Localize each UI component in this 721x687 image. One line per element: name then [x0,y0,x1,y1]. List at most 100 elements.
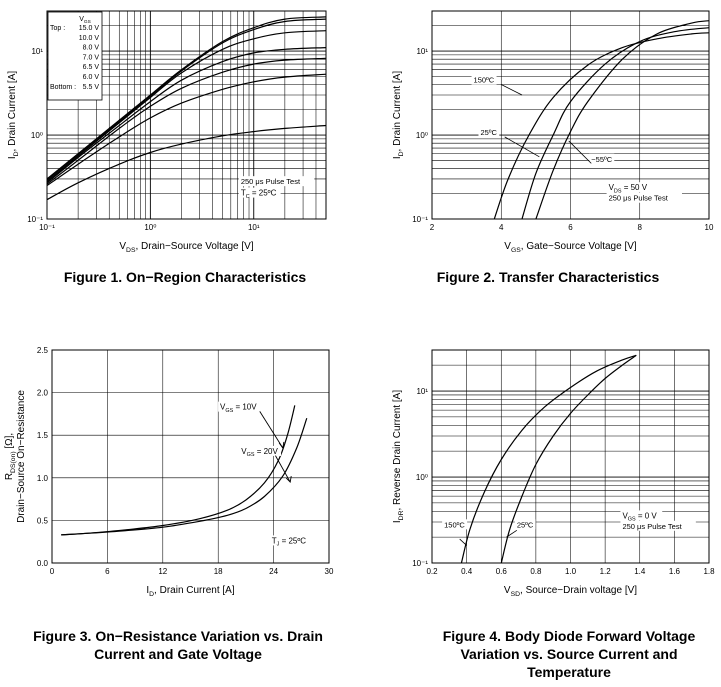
fig2-annotation-bg [606,182,653,193]
fig2-ytick-label: 10⁰ [416,131,428,140]
fig4-annotation-bg [620,510,663,521]
fig4-xtick-label: 0.2 [426,567,438,576]
fig2-ytick-label: 10¹ [416,47,428,56]
fig1-series-4 [47,57,326,185]
fig2-annotation-4: 250 μs Pulse Test [609,194,669,203]
fig2-caption: Figure 2. Transfer Characteristics [436,269,660,285]
fig1-annotations: 250 μs Pulse Test TC = 25ºC [238,176,315,200]
fig3-ytick-label: 1.0 [37,474,49,483]
fig1-annotation-0: 250 μs Pulse Test [241,177,301,186]
fig2-annotation-bg [606,192,682,203]
fig1-legend-bottom-label: Bottom : [50,84,76,91]
fig2-annotation-bg [589,153,615,164]
fig4-series-0 [460,354,637,563]
fig4-xtick-label: 1.4 [634,567,646,576]
fig1-legend: VGS Top : Bottom : 15.0 V 10.0 V 8.0 V 7.0 V 6.… [47,11,103,101]
fig1-xtick-label: 10⁰ [144,223,156,232]
fig1-series-3 [47,47,326,184]
fig2-annotation-0: 150ºC [474,76,495,85]
fig3-annotation-bg [218,401,260,412]
fig4-annotation-bg [620,520,696,531]
fig1-ytick-label: 10⁰ [31,131,43,140]
fig3-xlabel: ID, Drain Current [A] [146,585,235,598]
fig1-legend-box [47,11,103,101]
fig4-ytick-label: 10⁰ [416,473,428,482]
fig2-callout-150c [501,84,523,96]
fig4-xtick-label: 0.6 [496,567,508,576]
fig3-callout-arrows [259,411,292,483]
fig3-annotation-bg [269,535,312,546]
fig2-callout-arrows [501,84,592,164]
fig2-xtick-label: 6 [568,223,573,232]
fig4-callout-25c [506,529,518,538]
fig4-ylabel: IDR, Reverse Drain Current [A] [392,390,405,523]
fig3-ytick-label: 2.0 [37,389,49,398]
fig4-xtick-label: 1.6 [669,567,681,576]
fig1-xtick-label: 10⁻¹ [39,223,55,232]
fig2-plot-frame [431,10,710,220]
fig4-annotation-1: 25ºC [517,520,534,529]
fig1-legend-item: 7.0 V [83,54,100,61]
fig4-ytick-label: 10⁻¹ [412,559,428,568]
fig3-annotation-bg [239,445,282,456]
fig3-chart: 0 6 12 18 24 30 0.0 0.5 1.0 1.5 2.0 2.5 ID, Drain Cu… [4,346,334,598]
fig2-chart: 2 4 6 8 10 10⁻¹ 10⁰ 10¹ VGS, Gate−Source Voltage… [392,10,714,254]
fig3-xtick-label: 30 [325,567,334,576]
fig4-ytick-label: 10¹ [416,387,428,396]
fig4-chart: 0.2 0.4 0.6 0.8 1.0 1.2 1.4 1.6 1.8 10⁻¹ 10⁰ 10¹ VSD… [392,349,715,598]
fig1-legend-item: 6.5 V [83,64,100,71]
fig4-annotation-bg [514,519,536,530]
fig3-xtick-label: 18 [214,567,223,576]
fig1-plot-frame [46,10,327,220]
fig4-caption: Figure 4. Body Diode Forward Voltage Var… [442,628,696,680]
fig3-grid [52,350,329,563]
fig2-xlabel: VGS, Gate−Source Voltage [V] [504,241,637,254]
fig1-legend-item: 10.0 V [79,35,100,42]
fig2-xtick-label: 10 [705,223,714,232]
fig3-xtick-label: 24 [269,567,278,576]
fig4-plot-frame [431,349,710,564]
fig4-annotation-0: 150ºC [444,520,465,529]
fig3-series-1 [61,418,308,536]
fig4-xtick-label: 0.8 [530,567,542,576]
fig4-xtick-label: 1.2 [600,567,612,576]
fig1-chart: 10⁻¹ 10⁰ 10¹ 10⁻¹ 10⁰ 10¹ VDS, Drain−Source Vo… [7,10,327,254]
fig1-ylabel: ID, Drain Current [A] [7,71,20,160]
fig3-ytick-label: 1.5 [37,431,49,440]
fig3-annotation-2: TJ = 25ºC [272,536,307,547]
fig3-annotation-1: VGS = 20V [241,447,278,458]
fig3-xtick-label: 12 [158,567,167,576]
fig4-xtick-label: 1.0 [565,567,577,576]
fig3-ylabel: RDS(on) [Ω], [4,433,17,480]
fig1-legend-item: 5.5 V [83,84,100,91]
fig3-caption: Figure 3. On−Resistance Variation vs. Dr… [33,628,323,662]
fig2-series-1 [521,27,709,219]
fig2-annotation-3: VDS = 50 V [609,183,648,194]
fig2-callout-25c [504,136,540,158]
fig2-xtick-label: 4 [499,223,504,232]
fig3-plot-frame [51,349,330,564]
fig3-annotations: VGS = 10V VGS = 20V TJ = 25ºC [218,401,312,548]
fig1-ytick-label: 10¹ [31,47,43,56]
fig1-legend-top-label: Top : [50,25,65,32]
fig2-ylabel: ID, Drain Current [A] [392,71,405,160]
fig4-callout-150c [459,538,467,546]
fig4-grid [432,350,709,563]
fig1-series-1 [47,18,326,181]
fig1-series-5 [47,73,326,187]
fig3-annotation-0: VGS = 10V [220,403,257,414]
fig1-caption: Figure 1. On−Region Characteristics [63,269,307,285]
fig3-ytick-label: 0.0 [37,559,49,568]
fig1-series-0 [47,16,326,180]
fig1-series-6 [47,124,326,201]
fig3-arrowhead-20v [285,475,292,483]
fig1-xtick-label: 10¹ [248,223,260,232]
fig4-annotation-bg [442,519,468,530]
fig4-series-1 [500,354,637,563]
fig3-arrowhead-10v [278,441,285,450]
fig4-xlabel: VSD, Source−Drain voltage [V] [504,585,637,598]
fig1-annotation-1: TC = 25ºC [241,189,277,200]
fig2-series-0 [493,32,709,219]
